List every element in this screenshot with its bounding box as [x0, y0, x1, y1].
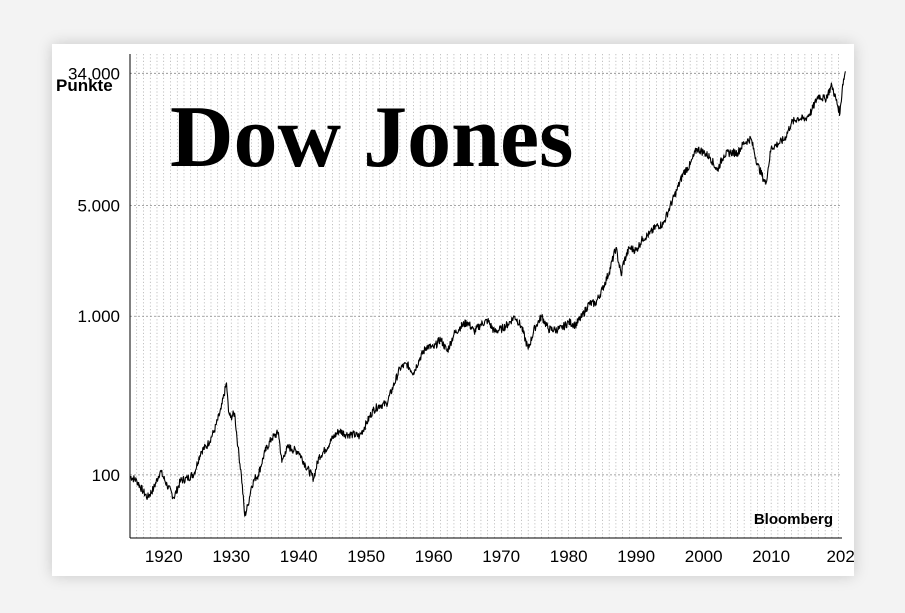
chart-card: 100 1.000 5.000 34.000 1920 1930 1940 1950 1960 1… [52, 44, 854, 576]
source-label: Bloomberg [754, 511, 833, 528]
x-tick-label: 1970 [482, 547, 520, 566]
x-tick-label: 1950 [347, 547, 385, 566]
x-tick-label: 1940 [280, 547, 318, 566]
axes [129, 54, 842, 539]
y-axis-label: Punkte [56, 76, 113, 95]
y-tick-label: 34.000 [68, 64, 120, 83]
y-tick-label: 100 [92, 466, 120, 485]
x-tick-label: 1960 [415, 547, 453, 566]
y-tick-label: 1.000 [77, 307, 120, 326]
series-line-dow-jones [129, 71, 846, 517]
x-tick-label: 1980 [550, 547, 588, 566]
x-tick-label: 2021 [826, 547, 854, 566]
tick-labels: 100 1.000 5.000 34.000 1920 1930 1940 1950 1960 1… [68, 64, 854, 566]
dow-jones-chart: 100 1.000 5.000 34.000 1920 1930 1940 1950 1960 1… [56, 54, 854, 566]
x-tick-label: 2010 [752, 547, 790, 566]
x-tick-label: 2000 [685, 547, 723, 566]
chart-title: Dow Jones [170, 89, 573, 186]
grid [129, 54, 842, 538]
y-tick-label: 5.000 [77, 196, 120, 215]
x-tick-label: 1920 [145, 547, 183, 566]
x-tick-label: 1990 [617, 547, 655, 566]
series [129, 71, 846, 517]
x-tick-label: 1930 [212, 547, 250, 566]
